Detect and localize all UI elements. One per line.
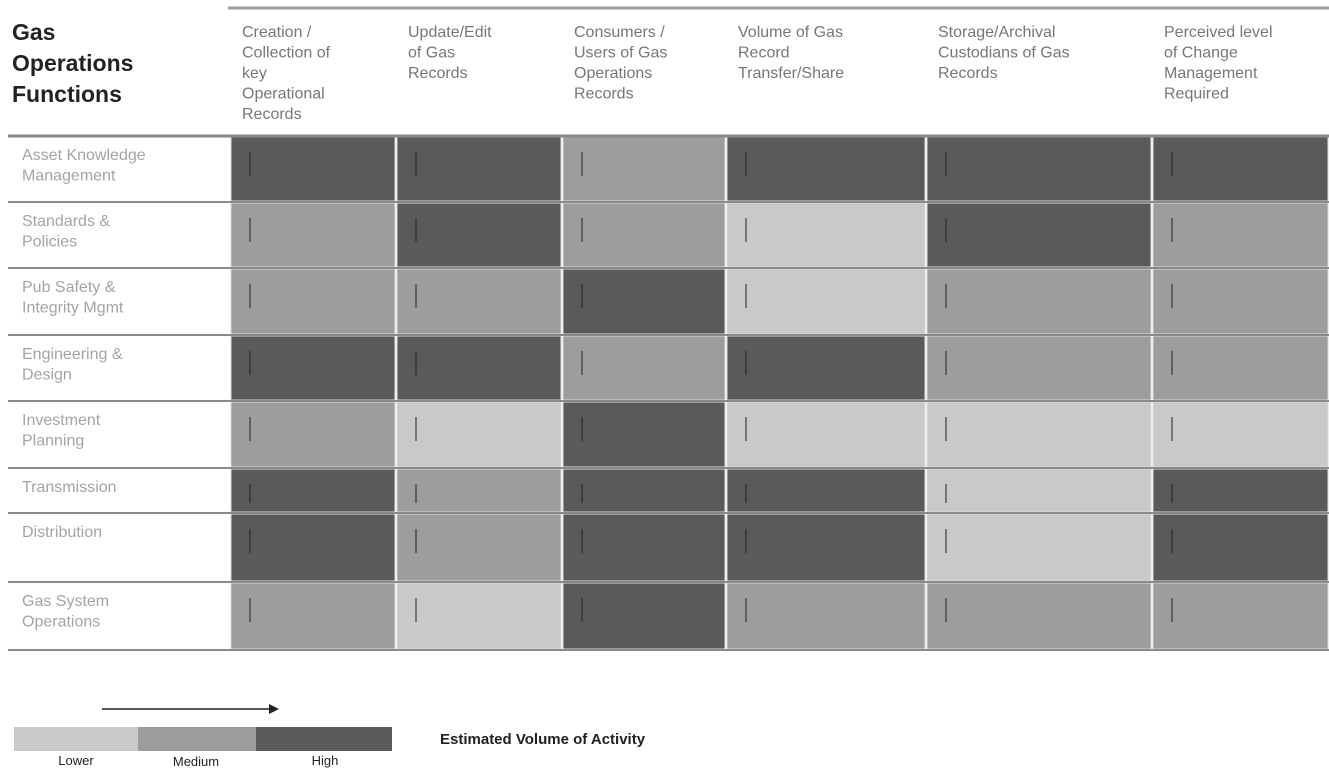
- cell-distribution-col-1: [230, 513, 396, 582]
- row-labels: Asset Knowledge Management Standards & Poli…: [22, 147, 146, 631]
- cell-transmission-col-4: [726, 468, 926, 513]
- legend: Lower Medium High Estimated Volume of Ac…: [14, 704, 646, 769]
- row-label-distribution: Distribution: [22, 524, 102, 541]
- cell-standards-policies-col-3: [562, 202, 726, 268]
- cell-pub-safety-integrity-mgmt-col-3: [562, 268, 726, 335]
- cell-asset-knowledge-management-col-5: [926, 136, 1152, 202]
- cell-asset-knowledge-management-col-3: [562, 136, 726, 202]
- column-header-perceived-level-of-change-management-req: Perceived level of Change Management Requir…: [1164, 24, 1273, 103]
- cell-asset-knowledge-management-col-2: [396, 136, 562, 202]
- legend-arrow-head: [269, 704, 279, 714]
- cell-pub-safety-integrity-mgmt-col-5: [926, 268, 1152, 335]
- column-header-creation-collection-of-key-operational-r: Creation / Collection of key Operational Rec…: [242, 24, 331, 123]
- row-label-asset-knowledge-management: Asset Knowledge Management: [22, 147, 146, 185]
- cell-asset-knowledge-management-col-6: [1152, 136, 1329, 202]
- legend-swatch-medium: [138, 727, 256, 751]
- cell-engineering-design-col-3: [562, 335, 726, 401]
- cell-gas-system-operations-col-6: [1152, 582, 1329, 650]
- cell-engineering-design-col-6: [1152, 335, 1329, 401]
- cell-investment-planning-col-4: [726, 401, 926, 468]
- cell-distribution-col-5: [926, 513, 1152, 582]
- heatmap-cells: [230, 136, 1329, 650]
- cell-gas-system-operations-col-4: [726, 582, 926, 650]
- chart-title: Gas Operations Functions: [12, 19, 133, 107]
- row-label-engineering-design: Engineering & Design: [22, 346, 123, 384]
- row-label-gas-system-operations: Gas System Operations: [22, 593, 109, 631]
- cell-engineering-design-col-1: [230, 335, 396, 401]
- legend-label-medium: Medium: [173, 754, 219, 769]
- cell-pub-safety-integrity-mgmt-col-4: [726, 268, 926, 335]
- cell-gas-system-operations-col-3: [562, 582, 726, 650]
- cell-investment-planning-col-6: [1152, 401, 1329, 468]
- cell-distribution-col-6: [1152, 513, 1329, 582]
- column-header-update-edit-of-gas-records: Update/Edit of Gas Records: [408, 24, 492, 82]
- cell-pub-safety-integrity-mgmt-col-2: [396, 268, 562, 335]
- column-headers: Creation / Collection of key Operational Rec…: [242, 24, 1273, 123]
- cell-investment-planning-col-3: [562, 401, 726, 468]
- cell-pub-safety-integrity-mgmt-col-1: [230, 268, 396, 335]
- row-separators: [8, 134, 1329, 651]
- cell-standards-policies-col-6: [1152, 202, 1329, 268]
- cell-pub-safety-integrity-mgmt-col-6: [1152, 268, 1329, 335]
- row-label-transmission: Transmission: [22, 479, 117, 496]
- cell-distribution-col-4: [726, 513, 926, 582]
- cell-transmission-col-2: [396, 468, 562, 513]
- cell-standards-policies-col-1: [230, 202, 396, 268]
- cell-transmission-col-3: [562, 468, 726, 513]
- cell-asset-knowledge-management-col-4: [726, 136, 926, 202]
- legend-swatch-high: [256, 727, 392, 751]
- cell-investment-planning-col-2: [396, 401, 562, 468]
- row-label-investment-planning: Investment Planning: [22, 412, 101, 450]
- cell-gas-system-operations-col-1: [230, 582, 396, 650]
- row-label-pub-safety-integrity-mgmt: Pub Safety & Integrity Mgmt: [22, 279, 124, 317]
- cell-investment-planning-col-5: [926, 401, 1152, 468]
- cell-transmission-col-5: [926, 468, 1152, 513]
- cell-engineering-design-col-5: [926, 335, 1152, 401]
- legend-label-lower: Lower: [58, 753, 94, 768]
- legend-label-high: High: [312, 753, 339, 768]
- cell-engineering-design-col-4: [726, 335, 926, 401]
- cell-standards-policies-col-2: [396, 202, 562, 268]
- cell-standards-policies-col-5: [926, 202, 1152, 268]
- column-header-consumers-users-of-gas-operations-record: Consumers / Users of Gas Operations Records: [574, 24, 667, 103]
- column-header-storage-archival-custodians-of-gas-recor: Storage/Archival Custodians of Gas Records: [938, 24, 1070, 82]
- cell-standards-policies-col-4: [726, 202, 926, 268]
- row-label-standards-policies: Standards & Policies: [22, 213, 110, 251]
- legend-title: Estimated Volume of Activity: [440, 731, 646, 748]
- cell-transmission-col-6: [1152, 468, 1329, 513]
- cell-engineering-design-col-2: [396, 335, 562, 401]
- cell-gas-system-operations-col-2: [396, 582, 562, 650]
- cell-investment-planning-col-1: [230, 401, 396, 468]
- column-header-volume-of-gas-record-transfer-share: Volume of Gas Record Transfer/Share: [738, 24, 844, 82]
- cell-asset-knowledge-management-col-1: [230, 136, 396, 202]
- cell-distribution-col-2: [396, 513, 562, 582]
- cell-distribution-col-3: [562, 513, 726, 582]
- cell-gas-system-operations-col-5: [926, 582, 1152, 650]
- cell-transmission-col-1: [230, 468, 396, 513]
- legend-swatch-lower: [14, 727, 138, 751]
